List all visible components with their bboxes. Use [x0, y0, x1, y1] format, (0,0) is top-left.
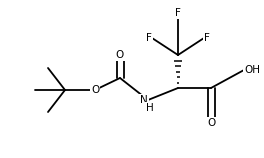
Text: F: F: [146, 33, 152, 43]
Text: H: H: [146, 103, 154, 113]
Text: F: F: [175, 8, 181, 18]
Text: OH: OH: [244, 65, 260, 75]
Text: N: N: [140, 95, 148, 105]
Text: O: O: [91, 85, 99, 95]
Text: O: O: [207, 118, 215, 128]
Text: F: F: [204, 33, 210, 43]
Text: O: O: [116, 50, 124, 60]
